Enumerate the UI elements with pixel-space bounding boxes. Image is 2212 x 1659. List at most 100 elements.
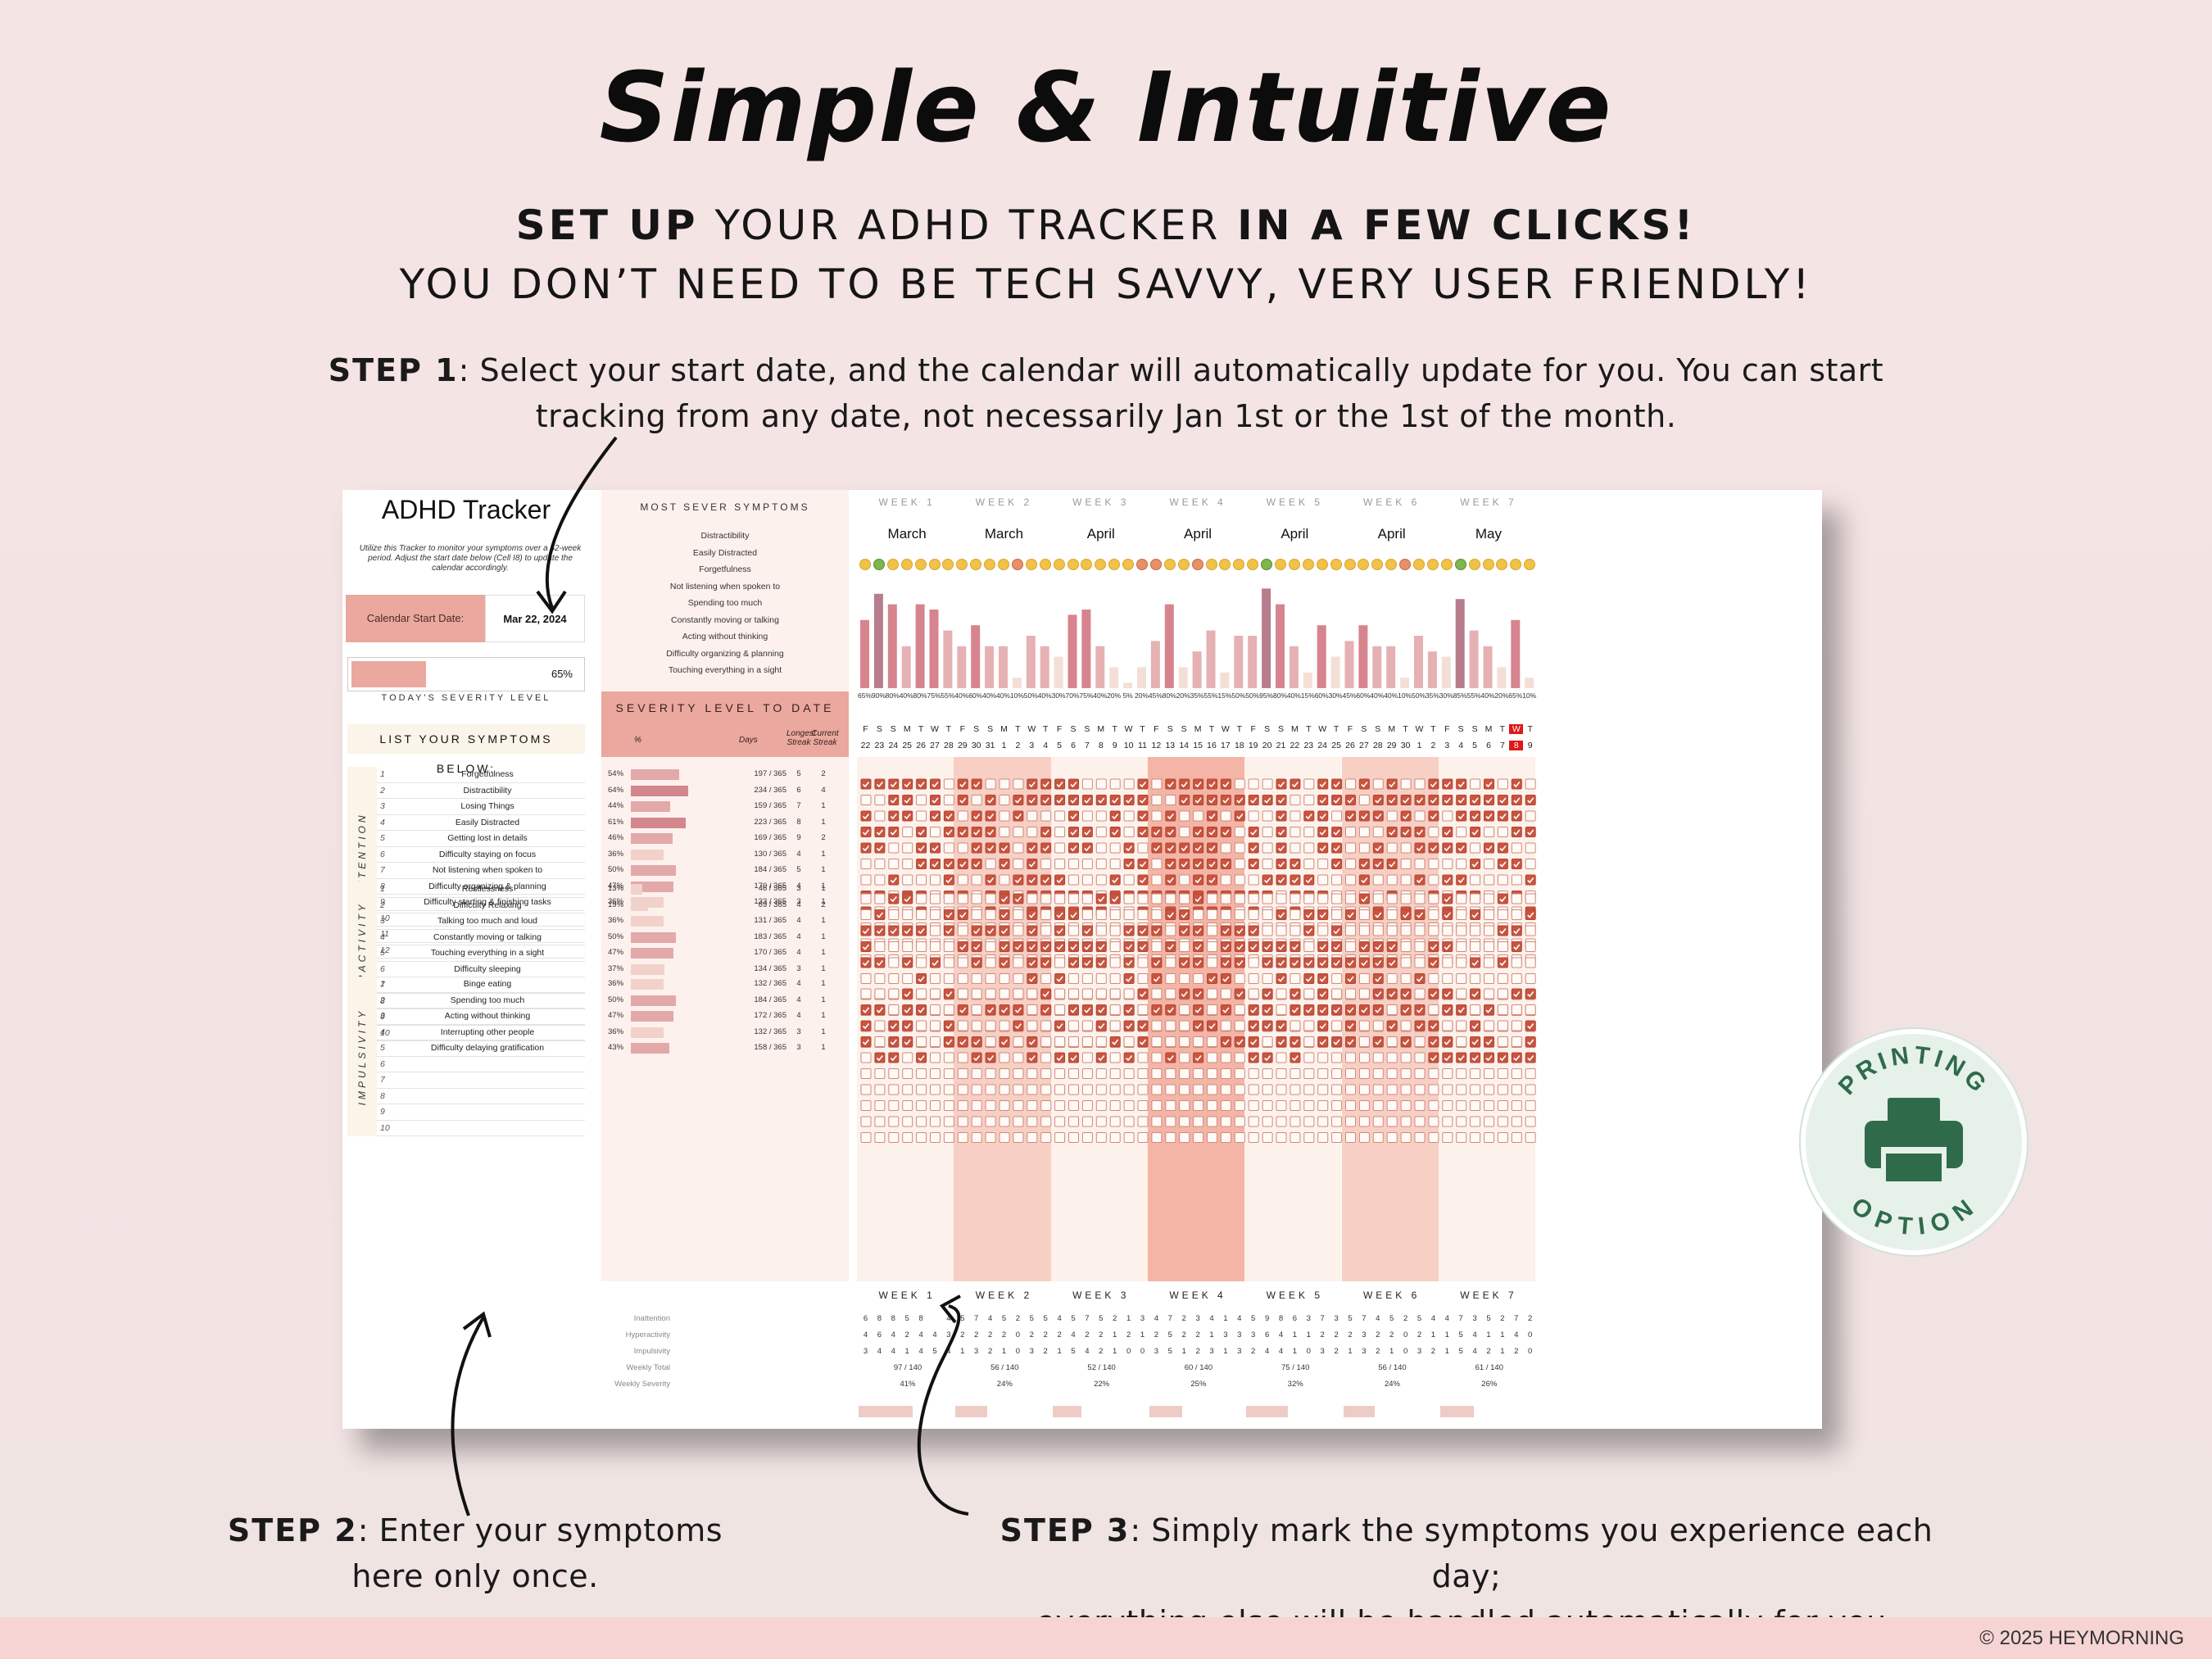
checkbox-checked[interactable]	[1358, 874, 1370, 886]
checkbox[interactable]	[1290, 810, 1301, 822]
checkbox[interactable]	[1345, 859, 1356, 869]
mood-face-icon[interactable]	[1011, 559, 1023, 570]
checkbox[interactable]	[1400, 874, 1412, 886]
checkbox-checked[interactable]	[985, 810, 996, 822]
checkbox-checked[interactable]	[1276, 874, 1287, 886]
mood-face-icon[interactable]	[1039, 559, 1051, 570]
checkbox-checked[interactable]	[1511, 795, 1522, 805]
checkbox-checked[interactable]	[1442, 874, 1453, 886]
mood-face-icon[interactable]	[928, 559, 941, 570]
mood-face-icon[interactable]	[1149, 559, 1162, 570]
checkbox[interactable]	[1386, 810, 1398, 822]
symptom-name[interactable]: Interrupting other people	[440, 1027, 535, 1037]
checkbox-checked[interactable]	[1165, 859, 1176, 869]
checkbox[interactable]	[1414, 859, 1426, 869]
checkbox[interactable]	[1511, 874, 1522, 886]
checkbox-checked[interactable]	[916, 842, 927, 854]
checkbox[interactable]	[874, 874, 886, 886]
checkbox-checked[interactable]	[1234, 810, 1245, 822]
checkbox-checked[interactable]	[1331, 859, 1343, 869]
symptom-row[interactable]: 1 Restlessness	[377, 882, 585, 898]
checkbox-checked[interactable]	[1428, 810, 1439, 822]
checkbox[interactable]	[1109, 842, 1121, 854]
mood-face-icon[interactable]	[1344, 559, 1356, 570]
checkbox[interactable]	[930, 874, 941, 886]
symptom-row[interactable]: 5 Getting lost in details	[377, 831, 585, 847]
mood-face-icon[interactable]	[970, 559, 982, 570]
checkbox-checked[interactable]	[1179, 842, 1190, 854]
checkbox[interactable]	[1525, 859, 1536, 869]
checkbox[interactable]	[957, 842, 968, 854]
checkbox[interactable]	[1442, 810, 1453, 822]
checkbox-checked[interactable]	[1456, 778, 1467, 790]
checkbox-checked[interactable]	[1054, 778, 1066, 790]
checkbox[interactable]	[1234, 859, 1245, 869]
checkbox[interactable]	[1151, 810, 1163, 822]
checkbox[interactable]	[902, 859, 913, 869]
checkbox[interactable]	[1109, 859, 1121, 869]
checkbox-checked[interactable]	[1193, 827, 1204, 837]
mood-face-icon[interactable]	[1371, 559, 1384, 570]
checkbox-checked[interactable]	[985, 795, 996, 805]
symptom-row[interactable]: 3 Acting without thinking	[377, 1009, 585, 1025]
checkbox[interactable]	[1484, 827, 1494, 837]
checkbox-checked[interactable]	[1511, 859, 1522, 869]
checkbox[interactable]	[1470, 842, 1481, 854]
checkbox-checked[interactable]	[1442, 827, 1453, 837]
checkbox[interactable]	[1400, 842, 1412, 854]
checkbox-checked[interactable]	[1372, 810, 1384, 822]
checkbox-checked[interactable]	[1386, 778, 1398, 790]
mood-face-icon[interactable]	[984, 559, 996, 570]
checkbox-checked[interactable]	[943, 859, 954, 869]
checkbox[interactable]	[1358, 827, 1370, 837]
mood-face-icon[interactable]	[1261, 559, 1273, 570]
checkbox-checked[interactable]	[1386, 827, 1398, 837]
checkbox-checked[interactable]	[1013, 874, 1024, 886]
checkbox-checked[interactable]	[916, 827, 927, 837]
checkbox[interactable]	[1248, 810, 1259, 822]
checkbox[interactable]	[999, 778, 1010, 790]
checkbox[interactable]	[1303, 795, 1315, 805]
checkbox[interactable]	[999, 810, 1010, 822]
symptom-row[interactable]: 7	[377, 1072, 585, 1089]
checkbox-checked[interactable]	[1013, 810, 1024, 822]
checkbox[interactable]	[888, 859, 900, 869]
mood-face-icon[interactable]	[1496, 559, 1508, 570]
checkbox-checked[interactable]	[1137, 778, 1149, 790]
checkbox[interactable]	[1109, 778, 1121, 790]
checkbox-checked[interactable]	[1068, 842, 1079, 854]
checkbox-checked[interactable]	[930, 859, 941, 869]
symptom-name[interactable]: Constantly moving or talking	[433, 931, 542, 942]
symptom-row[interactable]: 4 Constantly moving or talking	[377, 930, 585, 945]
checkbox[interactable]	[1234, 842, 1245, 854]
checkbox-checked[interactable]	[1511, 778, 1522, 790]
checkbox[interactable]	[1456, 827, 1467, 837]
checkbox-checked[interactable]	[1137, 810, 1149, 822]
checkbox[interactable]	[1428, 859, 1439, 869]
symptom-row[interactable]: 6 Difficulty staying on focus	[377, 847, 585, 863]
mood-face-icon[interactable]	[1136, 559, 1148, 570]
checkbox-checked[interactable]	[1317, 842, 1329, 854]
checkbox-checked[interactable]	[1414, 827, 1426, 837]
checkbox-checked[interactable]	[1511, 827, 1522, 837]
checkbox-checked[interactable]	[1262, 874, 1273, 886]
checkbox-checked[interactable]	[1027, 874, 1038, 886]
checkbox[interactable]	[1220, 874, 1231, 886]
checkbox[interactable]	[874, 810, 886, 822]
checkbox[interactable]	[1386, 874, 1398, 886]
checkbox-checked[interactable]	[1511, 810, 1522, 822]
checkbox[interactable]	[1317, 874, 1329, 886]
checkbox-checked[interactable]	[1040, 795, 1052, 805]
mood-face-icon[interactable]	[914, 559, 927, 570]
symptom-name[interactable]: Difficulty organizing & planning	[428, 881, 546, 891]
mood-face-icon[interactable]	[1510, 559, 1522, 570]
checkbox-checked[interactable]	[1317, 795, 1329, 805]
checkbox-checked[interactable]	[1276, 827, 1287, 837]
checkbox[interactable]	[1095, 778, 1107, 790]
checkbox-checked[interactable]	[1081, 827, 1093, 837]
symptom-row[interactable]: 5 Difficulty delaying gratification	[377, 1040, 585, 1057]
checkbox[interactable]	[1013, 842, 1024, 854]
checkbox[interactable]	[943, 778, 954, 790]
checkbox-checked[interactable]	[1276, 810, 1287, 822]
checkbox-checked[interactable]	[1345, 795, 1356, 805]
